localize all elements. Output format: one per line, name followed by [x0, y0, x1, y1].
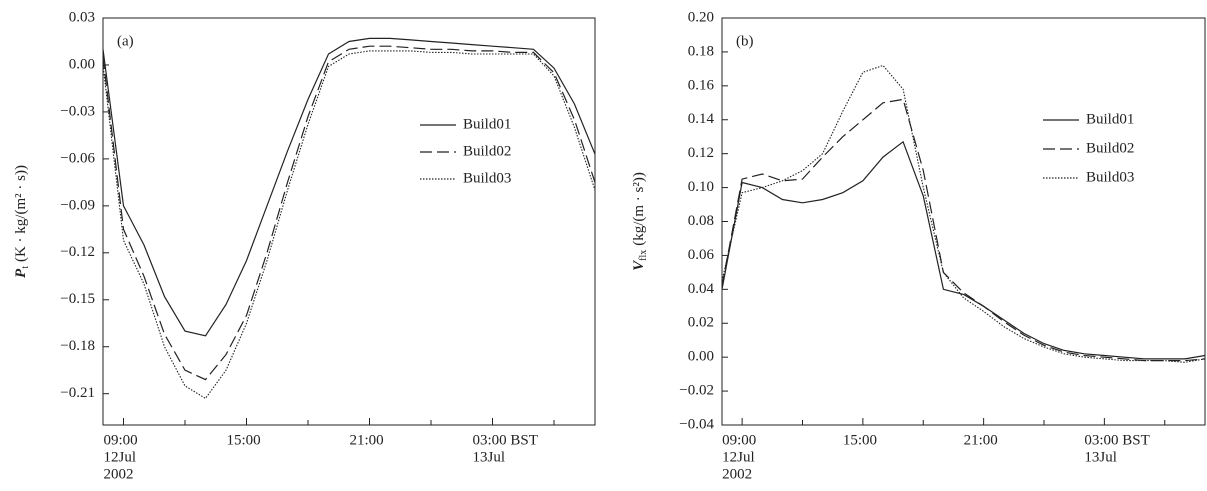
y-tick-label: −0.18: [60, 338, 95, 354]
y-label-symbol: V: [631, 259, 647, 271]
x-date-label: 2002: [722, 466, 752, 482]
y-tick-label: 0.00: [69, 56, 95, 72]
x-tick-label: 09:00: [722, 432, 756, 448]
y-label-symbol: P: [13, 268, 29, 278]
x-date-label: 13Jul: [473, 449, 506, 465]
y-tick-label: −0.21: [60, 385, 95, 401]
x-tick-label: 03:00 BST: [1084, 432, 1149, 448]
panel-label: (a): [117, 33, 134, 49]
legend-label: Build03: [1086, 169, 1134, 185]
x-date-label: 12Jul: [722, 449, 755, 465]
legend-label: Build02: [463, 143, 511, 159]
y-tick-label: 0.12: [688, 145, 714, 161]
data-line: [721, 64, 1206, 363]
legend-label: Build02: [1086, 140, 1134, 156]
y-tick-label: −0.04: [679, 416, 714, 432]
legend-label: Build01: [1086, 111, 1134, 127]
panel-label: (b): [736, 33, 754, 49]
y-tick-label: 0.00: [688, 349, 714, 365]
y-tick-label: 0.08: [688, 213, 714, 229]
y-tick-label: −0.02: [679, 383, 714, 399]
data-line: [102, 45, 596, 381]
data-line: [102, 37, 596, 337]
y-axis-label: Vflx (kg/(m · s²)): [631, 172, 649, 271]
y-tick-label: 0.02: [688, 315, 714, 331]
data-line: [721, 140, 1206, 360]
y-tick-label: −0.03: [60, 103, 95, 119]
y-tick-label: −0.12: [60, 244, 95, 260]
y-tick-label: −0.06: [60, 150, 95, 166]
plot-frame: [721, 17, 1206, 426]
y-tick-label: 0.06: [688, 247, 715, 263]
y-label-subscript: t: [20, 266, 31, 269]
y-tick-label: 0.10: [688, 179, 714, 195]
x-tick-label: 09:00: [104, 432, 138, 448]
legend-label: Build01: [463, 116, 511, 132]
x-date-label: 2002: [104, 466, 134, 482]
y-label-subscript: flx: [638, 250, 649, 261]
y-tick-label: 0.04: [688, 281, 715, 297]
x-tick-label: 15:00: [843, 432, 877, 448]
x-tick-label: 21:00: [350, 432, 384, 448]
x-tick-label: 21:00: [964, 432, 998, 448]
y-tick-label: −0.09: [60, 197, 95, 213]
data-line: [102, 50, 596, 400]
y-axis-label: Pt (K · kg/(m² · s)): [13, 165, 31, 278]
y-tick-label: 0.18: [688, 43, 714, 59]
data-line: [721, 98, 1206, 362]
x-tick-label: 15:00: [227, 432, 261, 448]
x-date-label: 12Jul: [104, 449, 137, 465]
legend-label: Build03: [463, 170, 511, 186]
y-label-unit: (kg/(m · s²)): [631, 172, 647, 246]
x-tick-label: 03:00 BST: [473, 432, 538, 448]
y-tick-label: 0.14: [688, 111, 715, 127]
y-tick-label: 0.16: [688, 77, 715, 93]
y-tick-label: 0.03: [69, 9, 95, 25]
x-date-label: 13Jul: [1084, 449, 1117, 465]
y-label-unit: (K · kg/(m² · s)): [13, 165, 29, 262]
plot-frame: [102, 17, 596, 426]
y-tick-label: 0.20: [688, 9, 714, 25]
y-tick-label: −0.15: [60, 291, 95, 307]
